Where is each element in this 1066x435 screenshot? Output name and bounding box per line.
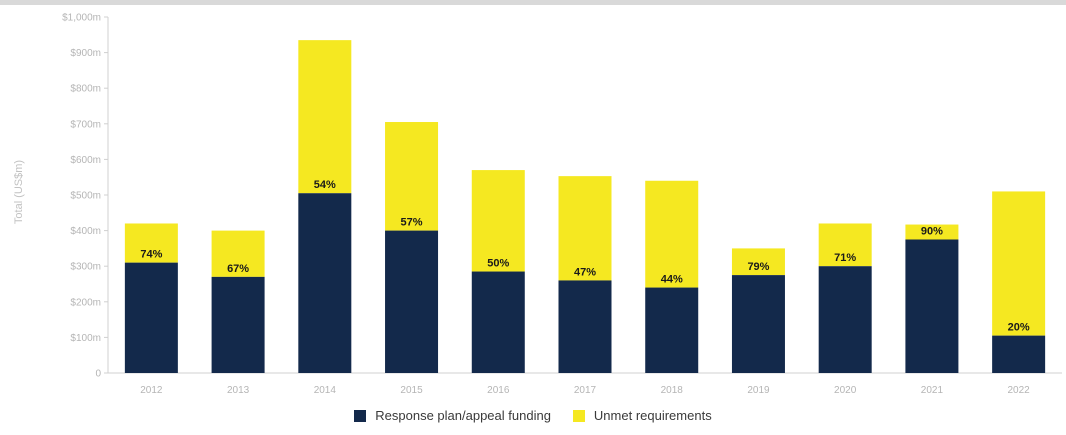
x-tick-label: 2022 — [1008, 385, 1031, 396]
x-tick-label: 2018 — [661, 385, 684, 396]
bar-funded-2012 — [124, 262, 178, 373]
bar-funded-2017 — [558, 280, 612, 373]
y-tick-label: $1,000m — [62, 13, 101, 24]
y-tick-label: $200m — [70, 297, 101, 308]
y-tick-label: $500m — [70, 191, 101, 202]
bar-unmet-2016 — [471, 170, 525, 272]
x-tick-label: 2015 — [400, 385, 423, 396]
bar-unmet-2019 — [731, 248, 785, 276]
y-axis: 0 $100m $200m $300m $400m $500m $600m $700m $800… — [62, 13, 108, 380]
bar-unmet-2022 — [992, 191, 1046, 336]
y-tick-label: $600m — [70, 155, 101, 166]
x-tick-label: 2017 — [574, 385, 597, 396]
y-tick-label: $900m — [70, 48, 101, 59]
bar-funded-2013 — [211, 276, 265, 373]
y-tick-label: $300m — [70, 262, 101, 273]
bar-funded-2022 — [992, 335, 1046, 373]
data-label-2021: 90% — [921, 226, 943, 238]
y-axis-label: Total (US$m) — [13, 160, 25, 224]
legend-label-funding: Response plan/appeal funding — [375, 408, 551, 423]
data-label-2015: 57% — [401, 217, 423, 229]
data-label-2014: 54% — [314, 179, 336, 191]
top-divider — [0, 0, 1066, 5]
legend-item-unmet[interactable]: Unmet requirements — [572, 408, 712, 423]
y-tick-label: $100m — [70, 333, 101, 344]
data-label-2019: 79% — [747, 261, 769, 273]
bar-unmet-2015 — [385, 122, 439, 231]
x-tick-label: 2014 — [314, 385, 337, 396]
bar-unmet-2021 — [905, 224, 959, 240]
y-tick-label: $800m — [70, 84, 101, 95]
data-label-2018: 44% — [661, 274, 683, 286]
bar-funded-2019 — [731, 275, 785, 373]
y-tick-label: $400m — [70, 226, 101, 237]
data-label-2022: 20% — [1008, 322, 1030, 334]
x-axis: 2012 2013 2014 2015 2016 2017 2018 2019 2020 2021… — [140, 385, 1030, 396]
data-label-2012: 74% — [140, 249, 162, 261]
bar-unmet-2020 — [818, 223, 872, 267]
data-label-2016: 50% — [487, 258, 509, 270]
legend-swatch-funding — [354, 409, 367, 422]
x-tick-label: 2012 — [140, 385, 163, 396]
bar-unmet-2013 — [211, 230, 265, 277]
legend: Response plan/appeal funding Unmet requi… — [0, 408, 1066, 423]
legend-item-funding[interactable]: Response plan/appeal funding — [354, 408, 551, 423]
bars-layer: 74% 67% 54% 57% 50% 47% 44% 79% 71% 90% 20% — [124, 40, 1046, 373]
data-label-2013: 67% — [227, 263, 249, 275]
x-tick-label: 2020 — [834, 385, 857, 396]
bar-unmet-2012 — [124, 223, 178, 263]
x-tick-label: 2013 — [227, 385, 250, 396]
bar-unmet-2017 — [558, 176, 612, 281]
x-tick-label: 2016 — [487, 385, 510, 396]
bar-funded-2021 — [905, 239, 959, 373]
y-tick-label: $700m — [70, 119, 101, 130]
bar-unmet-2014 — [298, 40, 352, 194]
bar-funded-2018 — [645, 287, 699, 373]
y-tick-label: 0 — [95, 369, 101, 380]
data-label-2017: 47% — [574, 266, 596, 278]
legend-swatch-unmet — [572, 409, 585, 422]
bar-funded-2020 — [818, 266, 872, 373]
data-label-2020: 71% — [834, 252, 856, 264]
x-tick-label: 2019 — [747, 385, 770, 396]
stacked-bar-chart: 0 $100m $200m $300m $400m $500m $600m $700m $800… — [13, 13, 1062, 396]
bar-funded-2014 — [298, 193, 352, 373]
bar-funded-2015 — [385, 230, 439, 373]
legend-label-unmet: Unmet requirements — [593, 408, 712, 423]
bar-funded-2016 — [471, 271, 525, 373]
bar-unmet-2018 — [645, 180, 699, 288]
x-tick-label: 2021 — [921, 385, 944, 396]
